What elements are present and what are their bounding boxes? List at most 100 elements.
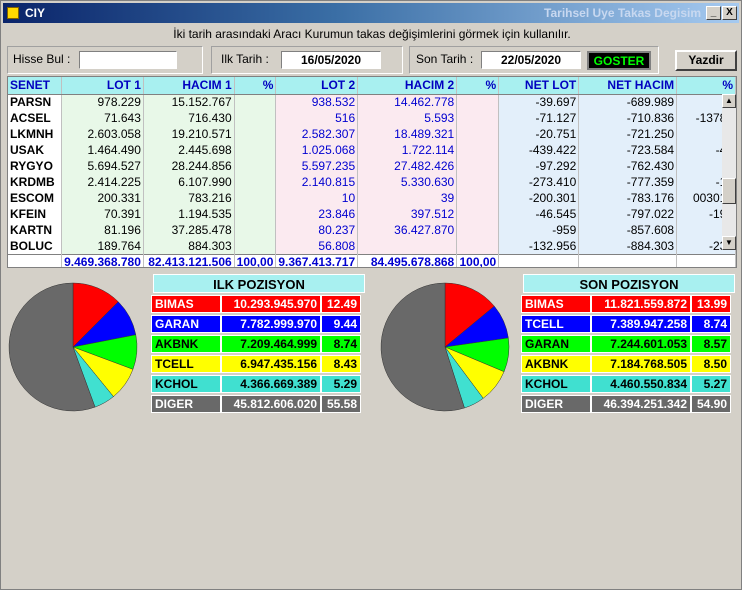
table-cell: 10 [275, 190, 359, 206]
col-header-pct1[interactable]: % [234, 77, 277, 95]
table-row[interactable]: ESCOM 200.331 783.216 10 39 -200.301 -783.176 0… [8, 190, 736, 206]
scroll-down-icon[interactable]: ▼ [722, 236, 736, 250]
table-cell: 189.764 [61, 238, 144, 254]
close-button[interactable]: X [722, 6, 737, 20]
table-cell: 5.593 [357, 110, 458, 126]
yazdir-button[interactable]: Yazdir [675, 50, 737, 71]
col-header-net-hacim[interactable]: NET HACIM [578, 77, 678, 95]
table-cell [456, 238, 500, 254]
col-header-hacim1[interactable]: HACIM 1 [143, 77, 235, 95]
position-value-cell: 4.460.550.834 [591, 375, 691, 393]
grid-vertical-scrollbar[interactable]: ▲ ▼ [722, 94, 736, 250]
position-value-cell: 6.947.435.156 [221, 355, 321, 373]
minimize-button[interactable]: _ [706, 6, 721, 20]
senet-cell: LKMNH [8, 126, 63, 142]
position-pct-cell: 55.58 [321, 395, 361, 413]
table-cell: 516 [275, 110, 359, 126]
table-cell: -723.584 [578, 142, 678, 158]
son-pozisyon-pie-chart [380, 282, 510, 412]
table-cell: -0 [676, 126, 736, 142]
position-name-cell: DIGER [151, 395, 221, 413]
table-cell [456, 158, 500, 174]
table-row[interactable]: USAK 1.464.490 2.445.698 1.025.068 1.722.114… [8, 142, 736, 158]
col-header-hacim2[interactable]: HACIM 2 [357, 77, 458, 95]
table-cell: 2.582.307 [275, 126, 359, 142]
position-value-cell: 46.394.251.342 [591, 395, 691, 413]
table-cell: -689.989 [578, 94, 678, 110]
position-value-cell: 7.782.999.970 [221, 315, 321, 333]
position-value-cell: 7.209.464.999 [221, 335, 321, 353]
table-row[interactable]: KARTN 81.196 37.285.478 80.237 36.427.870 -95… [8, 222, 736, 238]
data-grid[interactable]: SENET LOT 1 HACIM 1 % LOT 2 HACIM 2 % NE… [7, 76, 737, 268]
table-row[interactable]: KFEIN 70.391 1.194.535 23.846 397.512 -46.545… [8, 206, 736, 222]
table-cell: 1.025.068 [275, 142, 359, 158]
table-cell: 37.285.478 [143, 222, 235, 238]
col-header-lot1[interactable]: LOT 1 [61, 77, 144, 95]
position-pct-cell: 13.99 [691, 295, 731, 313]
position-row: KCHOL 4.366.669.389 5.29 [151, 375, 361, 393]
table-cell: 1.722.114 [357, 142, 458, 158]
table-cell [456, 222, 500, 238]
table-cell [234, 94, 277, 110]
position-value-cell: 7.389.947.258 [591, 315, 691, 333]
col-header-pct3[interactable]: % [676, 77, 736, 95]
table-row[interactable]: PARSN 978.229 15.152.767 938.532 14.462.778 -… [8, 94, 736, 110]
table-cell: -273.410 [498, 174, 580, 190]
table-cell: 884.303 [143, 238, 235, 254]
total-cell [676, 253, 736, 267]
table-cell [456, 206, 500, 222]
position-name-cell: DIGER [521, 395, 591, 413]
position-name-cell: AKBNK [521, 355, 591, 373]
total-cell: 9.469.368.780 [61, 253, 144, 267]
hint-text: İki tarih arasındaki Aracı Kurumun takas… [173, 27, 571, 41]
scroll-up-icon[interactable]: ▲ [722, 94, 736, 108]
table-cell: 783.216 [143, 190, 235, 206]
position-pct-cell: 8.57 [691, 335, 731, 353]
table-cell [456, 94, 500, 110]
table-row[interactable]: ACSEL 71.643 716.430 516 5.593 -71.127 -710.83… [8, 110, 736, 126]
senet-cell: BOLUC [8, 238, 63, 254]
table-cell: -884.303 [578, 238, 678, 254]
table-cell: 5.330.630 [357, 174, 458, 190]
scroll-thumb[interactable] [722, 178, 736, 204]
ilk-tarih-label: Ilk Tarih : [221, 52, 269, 66]
col-header-senet[interactable]: SENET [8, 77, 63, 95]
position-value-cell: 10.293.945.970 [221, 295, 321, 313]
table-cell: 80.237 [275, 222, 359, 238]
table-cell: 200.331 [61, 190, 144, 206]
table-cell: 56.808 [275, 238, 359, 254]
ilk-tarih-input[interactable]: 16/05/2020 [281, 51, 381, 69]
table-row[interactable]: LKMNH 2.603.058 19.210.571 2.582.307 18.489.… [8, 126, 736, 142]
table-cell: 978.229 [61, 94, 144, 110]
col-header-pct2[interactable]: % [456, 77, 500, 95]
table-cell: 15.152.767 [143, 94, 235, 110]
table-cell [456, 142, 500, 158]
table-cell [456, 174, 500, 190]
goster-button[interactable]: GOSTER [587, 51, 651, 70]
grid-header-row: SENET LOT 1 HACIM 1 % LOT 2 HACIM 2 % NE… [8, 77, 736, 95]
position-pct-cell: 8.43 [321, 355, 361, 373]
table-cell [456, 126, 500, 142]
table-cell [456, 190, 500, 206]
table-row[interactable]: KRDMB 2.414.225 6.107.990 2.140.815 5.330.63… [8, 174, 736, 190]
total-cell: 100,00 [234, 253, 277, 267]
col-header-lot2[interactable]: LOT 2 [275, 77, 359, 95]
table-cell: 5.597.235 [275, 158, 359, 174]
table-row[interactable]: BOLUC 189.764 884.303 56.808 -132.956 -884.30… [8, 238, 736, 254]
ilk-tarih-group [211, 46, 403, 74]
table-cell: 397.512 [357, 206, 458, 222]
position-row: TCELL 6.947.435.156 8.43 [151, 355, 361, 373]
table-cell [234, 110, 277, 126]
col-header-net-lot[interactable]: NET LOT [498, 77, 580, 95]
table-cell: -777.359 [578, 174, 678, 190]
table-cell: 2.445.698 [143, 142, 235, 158]
totals-row: 9.469.368.780 82.413.121.506 100,00 9.367.4… [8, 253, 736, 267]
table-cell [234, 158, 277, 174]
position-row: AKBNK 7.184.768.505 8.50 [521, 355, 731, 373]
son-tarih-input[interactable]: 22/05/2020 [481, 51, 581, 69]
table-row[interactable]: RYGYO 5.694.527 28.244.856 5.597.235 27.482.… [8, 158, 736, 174]
position-pct-cell: 5.29 [321, 375, 361, 393]
hisse-search-input[interactable] [79, 51, 177, 69]
son-tarih-group [409, 46, 659, 74]
title-bar[interactable]: CIY Tarihsel Uye Takas Degisim _ X [3, 3, 739, 23]
